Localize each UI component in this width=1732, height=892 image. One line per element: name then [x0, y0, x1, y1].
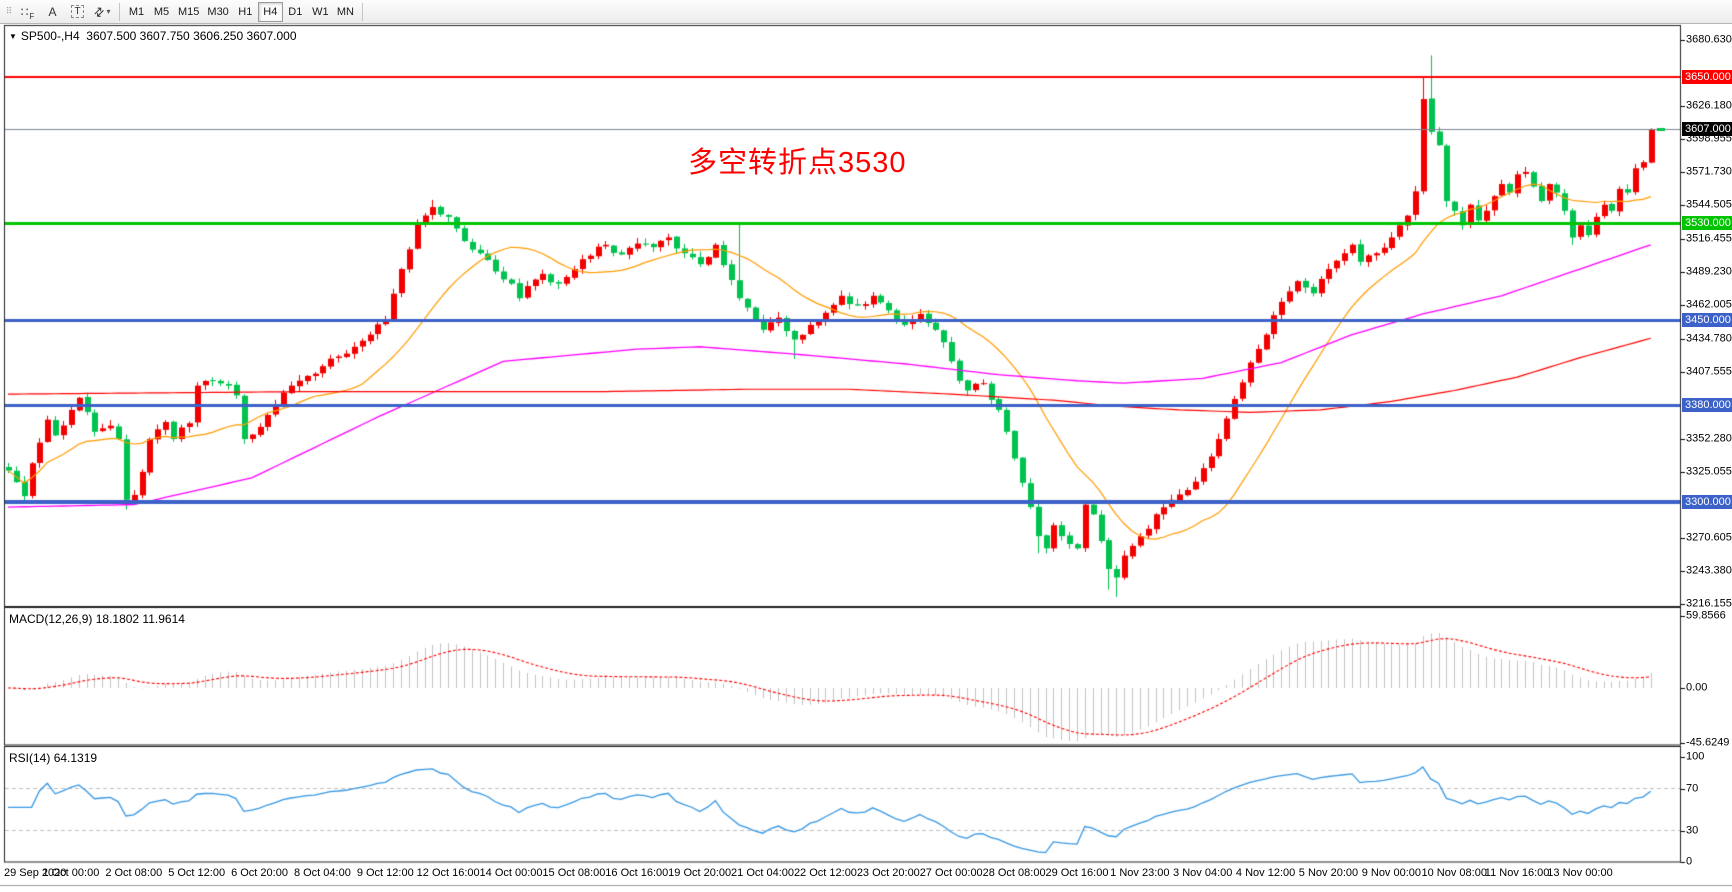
timeframe-button-d1[interactable]: D1	[288, 5, 303, 18]
cursor-arrows-icon[interactable]: ⇄ ▾	[90, 2, 115, 22]
dropdown-caret-icon[interactable]: ▾	[106, 7, 111, 16]
collapse-triangle-icon[interactable]: ▼	[9, 32, 17, 41]
macd-values-text: 18.1802 11.9614	[95, 612, 185, 626]
rsi-value-text: 64.1319	[53, 751, 98, 765]
timeframe-button-w1[interactable]: W1	[312, 5, 329, 18]
symbol-period-text: SP500-,H4	[20, 29, 80, 43]
text-tool-icon[interactable]: T	[65, 2, 90, 22]
timeframe-button-h1[interactable]: H1	[238, 5, 253, 18]
cursor-arrows-icon-glyph: ⇄	[90, 2, 108, 21]
timeframe-button-m5[interactable]: M5	[153, 5, 170, 18]
icon-sub-label: F	[29, 11, 35, 21]
toolbar-separator	[119, 2, 120, 21]
chart-symbol-title: ▼ SP500-,H4 3607.500 3607.750 3606.250 36…	[9, 29, 297, 43]
rsi-indicator-title: RSI(14) 64.1319	[9, 751, 97, 765]
timeframe-button-h4[interactable]: H4	[257, 1, 283, 22]
toolbar-grip[interactable]: ⠿	[5, 6, 13, 16]
chart-annotation-text: 多空转折点3530	[688, 147, 907, 179]
ohlc-values-text: 3607.500 3607.750 3606.250 3607.000	[86, 29, 297, 43]
font-tool-icon[interactable]: A	[40, 2, 65, 22]
toolbar: ⠿ ∷ F A T ⇄ ▾ M1 M5 M15 M30 H1 H4 D1 W1 MN	[0, 0, 1732, 24]
timeframe-button-mn[interactable]: MN	[336, 5, 354, 18]
toolbar-separator	[361, 2, 363, 21]
text-tool-icon-glyph: T	[71, 5, 84, 18]
font-tool-icon-glyph: A	[48, 4, 57, 19]
rsi-title-text: RSI(14)	[9, 751, 51, 765]
timeframe-button-m1[interactable]: M1	[128, 5, 145, 18]
macd-indicator-title: MACD(12,26,9) 18.1802 11.9614	[9, 612, 185, 626]
grid-dots-icon[interactable]: ∷ F	[15, 2, 40, 22]
timeframe-button-m30[interactable]: M30	[207, 5, 229, 18]
grid-dots-icon-glyph: ∷	[20, 4, 29, 19]
macd-title-text: MACD(12,26,9)	[9, 612, 93, 626]
timeframe-button-m15[interactable]: M15	[178, 5, 200, 18]
